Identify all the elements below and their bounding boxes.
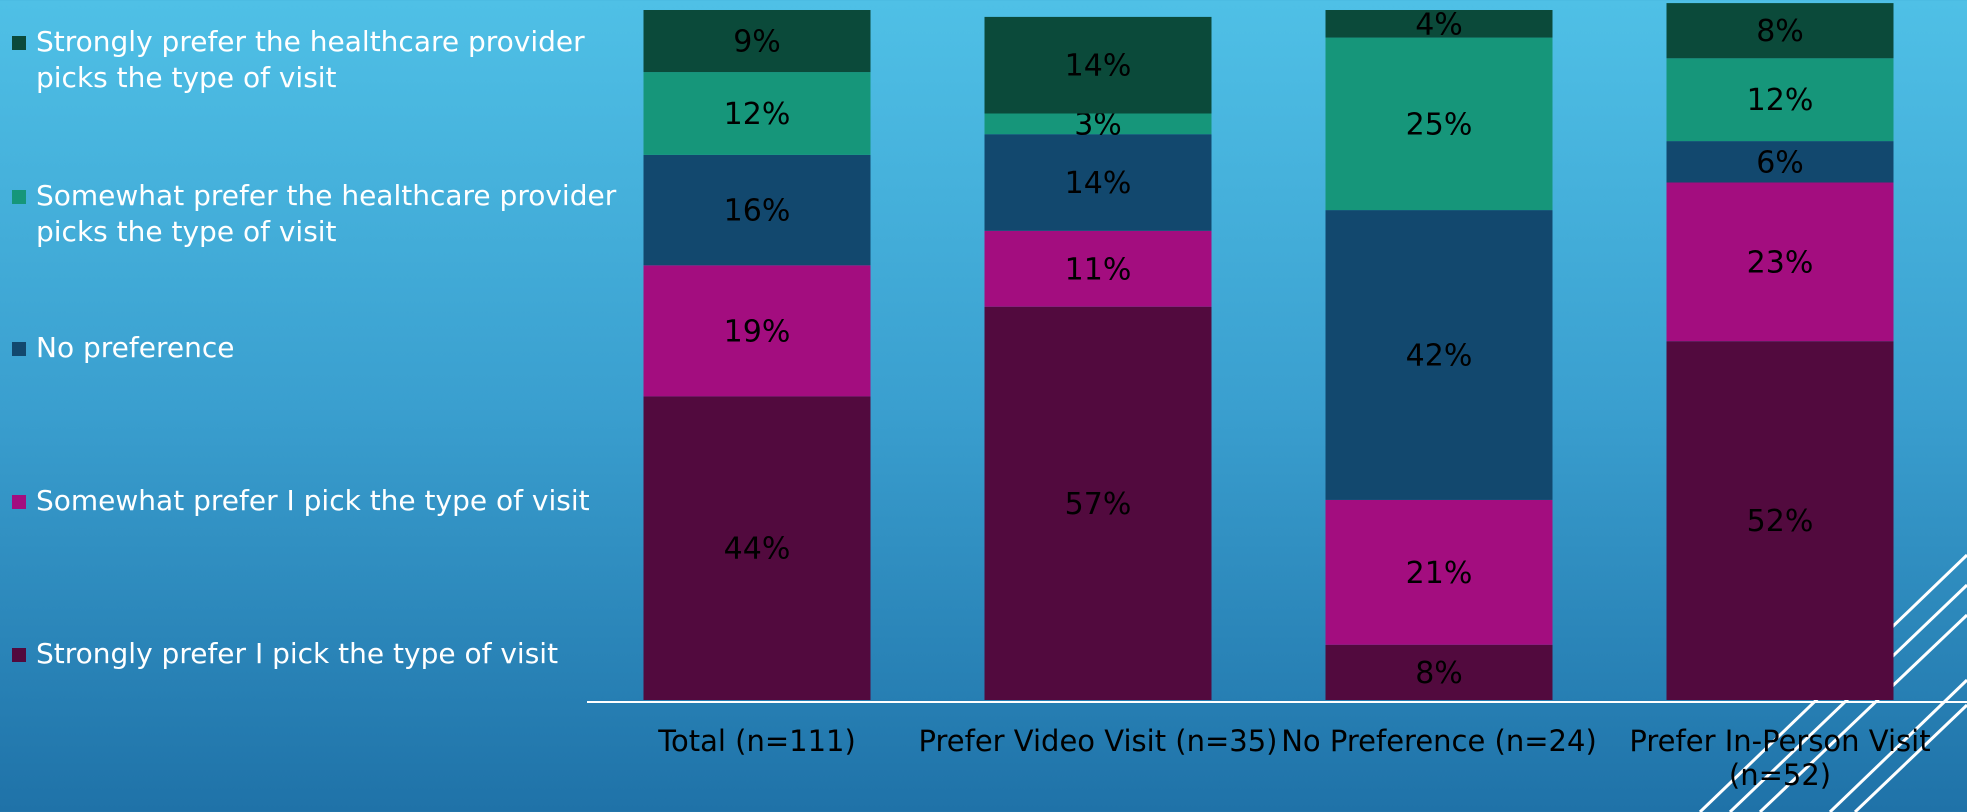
- legend-label: No preference: [36, 331, 235, 364]
- data-label: 4%: [1415, 7, 1463, 42]
- bar-segment: [984, 16, 1212, 114]
- data-label: 8%: [1415, 656, 1463, 691]
- bar-segment: [1666, 58, 1894, 142]
- legend-entry: Somewhat prefer the healthcare provider …: [12, 178, 646, 250]
- bar-segment: [643, 265, 871, 397]
- legend-label: Strongly prefer I pick the type of visit: [36, 637, 559, 670]
- data-label: 42%: [1406, 339, 1473, 374]
- x-tick-label: Total (n=111): [658, 724, 856, 758]
- bar-segment: [643, 10, 871, 73]
- bar-segment: [1325, 644, 1553, 700]
- data-label: 9%: [733, 25, 781, 60]
- x-tick-label: Prefer In-Person Visit (n=52): [1629, 724, 1931, 792]
- legend-swatch: [12, 648, 26, 662]
- data-label: 12%: [1747, 83, 1814, 118]
- data-label: 21%: [1406, 556, 1473, 591]
- bar-segment: [984, 113, 1212, 135]
- bar-segment: [643, 72, 871, 155]
- legend-swatch: [12, 190, 26, 204]
- bar-segment: [1325, 37, 1553, 211]
- data-label: 14%: [1065, 49, 1132, 84]
- legend-entry: Strongly prefer the healthcare provider …: [12, 24, 646, 96]
- bar-segment: [984, 306, 1212, 700]
- data-label: 8%: [1756, 14, 1804, 49]
- legend-swatch: [12, 342, 26, 356]
- bar-segment: [1666, 182, 1894, 342]
- bar-segment: [1666, 3, 1894, 59]
- bar-segment: [1325, 10, 1553, 38]
- data-label: 11%: [1065, 252, 1132, 287]
- data-label: 23%: [1747, 245, 1814, 280]
- bar-segment: [984, 230, 1212, 307]
- data-label: 16%: [724, 194, 791, 229]
- bar-segment: [643, 396, 871, 700]
- legend-entry: Strongly prefer I pick the type of visit: [12, 636, 646, 672]
- data-label: 19%: [724, 314, 791, 349]
- legend-swatch: [12, 495, 26, 509]
- legend-entry: No preference: [12, 330, 646, 366]
- data-label: 57%: [1065, 487, 1132, 522]
- data-label: 12%: [724, 97, 791, 132]
- legend-label: Somewhat prefer I pick the type of visit: [36, 484, 590, 517]
- bar-segment: [643, 154, 871, 266]
- data-label: 44%: [724, 532, 791, 567]
- bar-segment: [1325, 499, 1553, 645]
- legend-swatch: [12, 36, 26, 50]
- legend-entry: Somewhat prefer I pick the type of visit: [12, 483, 646, 519]
- bar-segment: [984, 134, 1212, 231]
- x-tick-label: No Preference (n=24): [1281, 724, 1597, 758]
- legend-label: Somewhat prefer the healthcare provider …: [36, 179, 617, 248]
- bar-segment: [1325, 210, 1553, 500]
- data-label: 6%: [1756, 145, 1804, 180]
- data-label: 52%: [1747, 504, 1814, 539]
- data-label: 14%: [1065, 166, 1132, 201]
- data-label: 25%: [1406, 107, 1473, 142]
- bar-segment: [1666, 141, 1894, 183]
- x-tick-label: Prefer Video Visit (n=35): [918, 724, 1278, 758]
- bar-segment: [1666, 341, 1894, 700]
- legend-label: Strongly prefer the healthcare provider …: [36, 25, 585, 94]
